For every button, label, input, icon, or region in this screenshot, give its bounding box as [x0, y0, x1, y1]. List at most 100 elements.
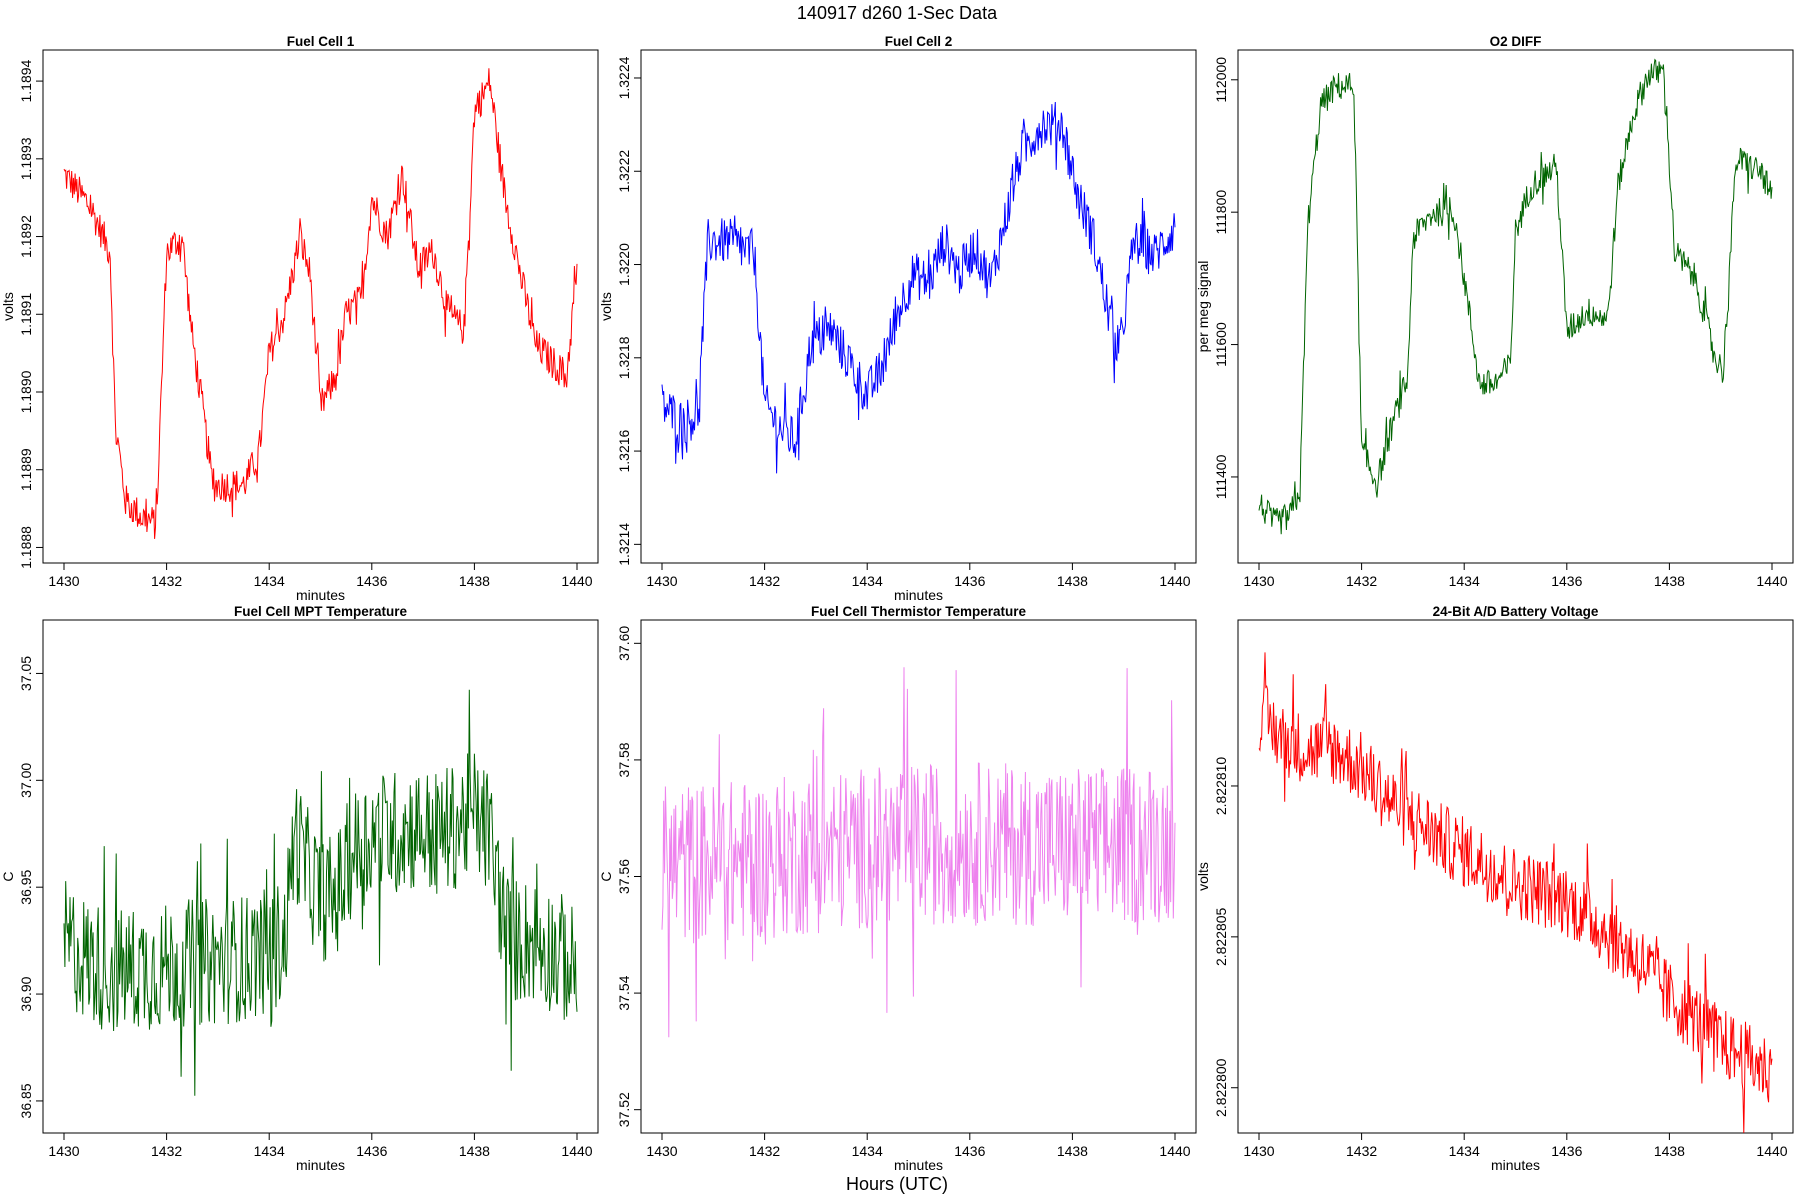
plot-frame [640, 49, 1197, 564]
x-tick-label: 1430 [1243, 1143, 1274, 1159]
panel-1: Fuel Cell 1 1430 1432 1434 1436 1438 1440 minut… [0, 34, 599, 603]
x-tick-label: 1432 [749, 573, 780, 589]
x-tick-label: 1438 [1057, 1143, 1088, 1159]
y-tick-label: 37.58 [616, 742, 632, 777]
y-tick-label: 37.00 [18, 763, 34, 798]
x-tick-label: 1440 [1756, 1143, 1787, 1159]
x-tick-label: 1430 [646, 1143, 677, 1159]
x-tick-label: 1434 [1449, 1143, 1480, 1159]
x-tick-label: 1434 [852, 1143, 883, 1159]
y-axis-label: volts [598, 292, 614, 321]
y-tick-label: 111800 [1213, 190, 1229, 235]
y-tick-label: 1.1890 [18, 370, 34, 413]
x-axis-label: minutes [894, 587, 943, 603]
y-tick-label: 1.1891 [18, 293, 34, 336]
x-tick-label: 1436 [954, 573, 985, 589]
x-tick-label: 1440 [561, 1143, 592, 1159]
x-tick-label: 1438 [1654, 573, 1685, 589]
x-tick-label: 1430 [646, 573, 677, 589]
x-tick-label: 1434 [1449, 573, 1480, 589]
x-tick-label: 1436 [1551, 1143, 1582, 1159]
series-line [1258, 58, 1773, 535]
x-axis-label: minutes [296, 1157, 345, 1173]
x-tick-label: 1438 [1654, 1143, 1685, 1159]
panel-4: Fuel Cell MPT Temperature 1430 1432 1434 143… [0, 604, 599, 1173]
x-axis-label: minutes [296, 587, 345, 603]
y-tick-label: 1.1894 [18, 59, 34, 102]
panel-title: O2 DIFF [1490, 34, 1542, 49]
panel-5: Fuel Cell Thermistor Temperature 1430 1432… [598, 604, 1197, 1173]
panel-3: O2 DIFF 1430 1432 1434 1436 1438 1440 111400 111… [1195, 34, 1794, 589]
y-tick-label: 36.95 [18, 869, 34, 904]
x-tick-label: 1440 [1159, 573, 1190, 589]
y-tick-label: 111600 [1213, 322, 1229, 367]
x-tick-label: 1430 [48, 1143, 79, 1159]
y-tick-label: 111400 [1213, 454, 1229, 499]
x-tick-label: 1432 [1346, 573, 1377, 589]
y-tick-label: 36.90 [18, 976, 34, 1011]
y-tick-label: 37.52 [616, 1092, 632, 1127]
x-tick-label: 1436 [356, 573, 387, 589]
y-tick-label: 1.3220 [616, 243, 632, 286]
x-tick-label: 1432 [1346, 1143, 1377, 1159]
x-axis-label: minutes [1491, 1157, 1540, 1173]
x-tick-label: 1432 [749, 1143, 780, 1159]
x-tick-label: 1440 [1159, 1143, 1190, 1159]
y-tick-label: 1.3224 [616, 56, 632, 99]
x-tick-label: 1430 [1243, 573, 1274, 589]
panel-title: 24-Bit A/D Battery Voltage [1433, 604, 1599, 619]
y-tick-label: 37.60 [616, 626, 632, 661]
x-tick-label: 1438 [1057, 573, 1088, 589]
series-line [63, 68, 578, 539]
x-tick-label: 1438 [459, 1143, 490, 1159]
panel-title: Fuel Cell Thermistor Temperature [811, 604, 1027, 619]
panels-group: Fuel Cell 1 1430 1432 1434 1436 1438 1440 minut… [0, 34, 1794, 1173]
plot-frame [1237, 619, 1794, 1134]
y-tick-label: 1.3216 [616, 429, 632, 472]
x-tick-label: 1436 [1551, 573, 1582, 589]
x-tick-label: 1434 [254, 1143, 285, 1159]
panel-title: Fuel Cell 1 [287, 34, 355, 49]
y-tick-label: 37.05 [18, 656, 34, 691]
x-tick-label: 1430 [48, 573, 79, 589]
series-line [661, 101, 1176, 474]
x-axis-label: minutes [894, 1157, 943, 1173]
x-tick-label: 1436 [356, 1143, 387, 1159]
y-axis-label: volts [0, 292, 16, 321]
y-tick-label: 1.3218 [616, 336, 632, 379]
y-tick-label: 36.85 [18, 1083, 34, 1118]
y-tick-label: 1.3214 [616, 523, 632, 566]
y-tick-label: 2.822810 [1213, 757, 1229, 816]
y-tick-label: 112000 [1213, 57, 1229, 103]
panel-2: Fuel Cell 2 1430 1432 1434 1436 1438 1440 minut… [598, 34, 1197, 603]
y-tick-label: 1.3222 [616, 150, 632, 193]
x-tick-label: 1432 [151, 1143, 182, 1159]
y-tick-label: 1.1888 [18, 526, 34, 569]
figure-footer: Hours (UTC) [846, 1174, 948, 1194]
series-line [63, 689, 578, 1096]
plot-frame [1237, 49, 1794, 564]
plot-frame [42, 619, 599, 1134]
figure-title: 140917 d260 1-Sec Data [797, 3, 998, 23]
x-tick-label: 1432 [151, 573, 182, 589]
series-line [1258, 652, 1773, 1133]
y-tick-label: 1.1889 [18, 448, 34, 491]
y-tick-label: 37.54 [616, 975, 632, 1010]
panel-6: 24-Bit A/D Battery Voltage 1430 1432 1434 14… [1195, 604, 1794, 1173]
y-tick-label: 2.822805 [1213, 907, 1229, 966]
panel-title: Fuel Cell MPT Temperature [234, 604, 408, 619]
x-tick-label: 1434 [852, 573, 883, 589]
y-axis-label: C [0, 871, 16, 881]
y-axis-label: volts [1195, 862, 1211, 891]
y-tick-label: 1.1893 [18, 137, 34, 180]
y-tick-label: 2.822800 [1213, 1058, 1229, 1117]
x-tick-label: 1434 [254, 573, 285, 589]
y-tick-label: 1.1892 [18, 215, 34, 258]
y-axis-label: C [598, 871, 614, 881]
panel-title: Fuel Cell 2 [885, 34, 953, 49]
x-tick-label: 1438 [459, 573, 490, 589]
y-tick-label: 37.56 [616, 859, 632, 894]
x-tick-label: 1440 [561, 573, 592, 589]
